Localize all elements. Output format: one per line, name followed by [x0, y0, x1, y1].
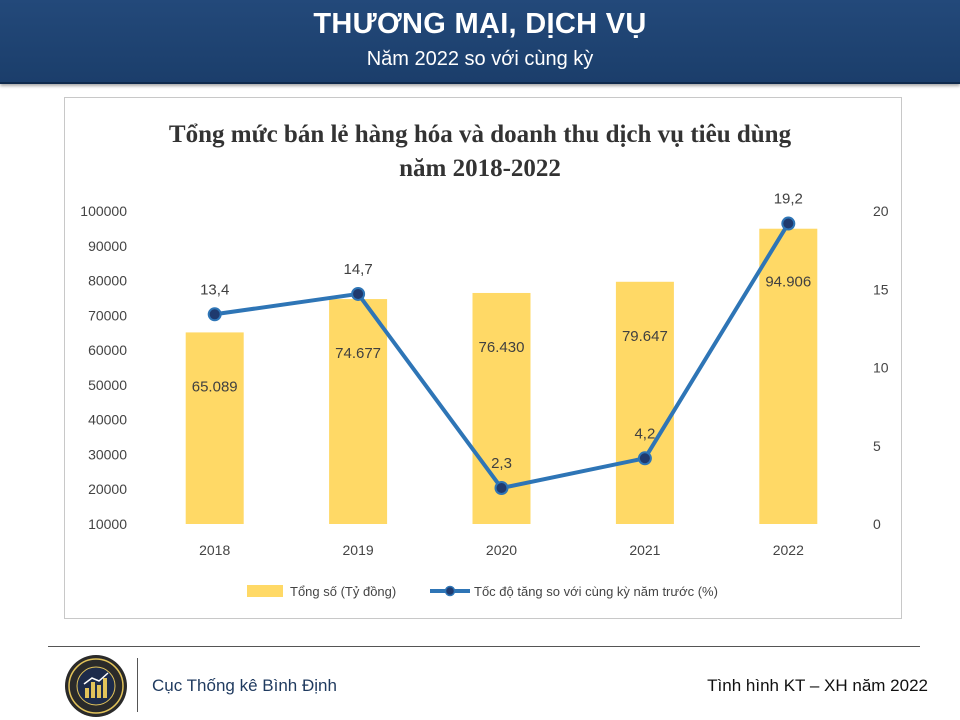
line-data-label: 13,4	[200, 281, 229, 298]
y-right-tick-label: 20	[873, 203, 889, 219]
line-data-label: 19,2	[774, 191, 803, 208]
x-tick-label: 2019	[343, 542, 374, 558]
line-data-label: 14,7	[343, 261, 372, 278]
footer-organization: Cục Thống kê Bình Định	[152, 676, 337, 695]
bar	[329, 299, 388, 524]
bar-data-label: 74.677	[335, 345, 381, 362]
y-left-tick-label: 50000	[88, 377, 127, 393]
footer-logo-divider	[137, 658, 138, 712]
line-point	[351, 286, 366, 301]
line-point	[494, 481, 509, 496]
x-tick-label: 2018	[199, 542, 230, 558]
y-left-tick-label: 100000	[80, 203, 127, 219]
legend-marker-line	[444, 585, 456, 597]
y-left-tick-label: 30000	[88, 446, 127, 462]
x-tick-label: 2021	[629, 542, 660, 558]
header-banner: THƯƠNG MẠI, DỊCH VỤ Năm 2022 so với cùng…	[0, 0, 960, 84]
legend-swatch-bar	[247, 585, 283, 597]
bar-data-label: 76.430	[479, 339, 525, 356]
y-left-tick-label: 90000	[88, 238, 127, 254]
legend-label-line: Tốc độ tăng so với cùng kỳ năm trước (%)	[474, 584, 718, 599]
bar-data-label: 79.647	[622, 328, 668, 345]
y-left-tick-label: 80000	[88, 273, 127, 289]
x-tick-label: 2022	[773, 542, 804, 558]
page-title: THƯƠNG MẠI, DỊCH VỤ	[313, 8, 647, 40]
y-right-tick-label: 5	[873, 438, 881, 454]
footer-divider	[48, 646, 920, 647]
line-data-label: 2,3	[491, 455, 512, 472]
y-left-tick-label: 70000	[88, 307, 127, 323]
y-right-tick-label: 0	[873, 516, 881, 532]
y-left-tick-label: 20000	[88, 481, 127, 497]
x-tick-label: 2020	[486, 542, 517, 558]
line-point	[207, 307, 222, 322]
bar	[185, 332, 244, 524]
bar	[615, 281, 674, 524]
page-subtitle: Năm 2022 so với cùng kỳ	[366, 48, 594, 70]
y-right-tick-label: 15	[873, 281, 889, 297]
line-point	[781, 216, 796, 231]
bar-data-label: 94.906	[765, 274, 811, 291]
chart-title-line-2: năm 2018-2022	[399, 155, 561, 182]
legend-label-bar: Tổng số (Tỷ đồng)	[290, 584, 396, 599]
y-left-tick-label: 10000	[88, 516, 127, 532]
combo-chart: 1000009000080000700006000050000400003000…	[80, 191, 889, 599]
statistics-office-logo-icon	[65, 655, 127, 717]
chart-title: Tổng mức bán lẻ hàng hóa và doanh thu dị…	[0, 118, 960, 186]
y-left-tick-label: 60000	[88, 342, 127, 358]
bar-data-label: 65.089	[192, 378, 238, 395]
bar	[759, 228, 818, 524]
line-data-label: 4,2	[634, 425, 655, 442]
footer-report-title: Tình hình KT – XH năm 2022	[707, 676, 928, 695]
line-point	[637, 451, 652, 466]
y-left-tick-label: 40000	[88, 412, 127, 428]
y-right-tick-label: 10	[873, 360, 889, 376]
chart-title-line-1: Tổng mức bán lẻ hàng hóa và doanh thu dị…	[168, 121, 792, 148]
